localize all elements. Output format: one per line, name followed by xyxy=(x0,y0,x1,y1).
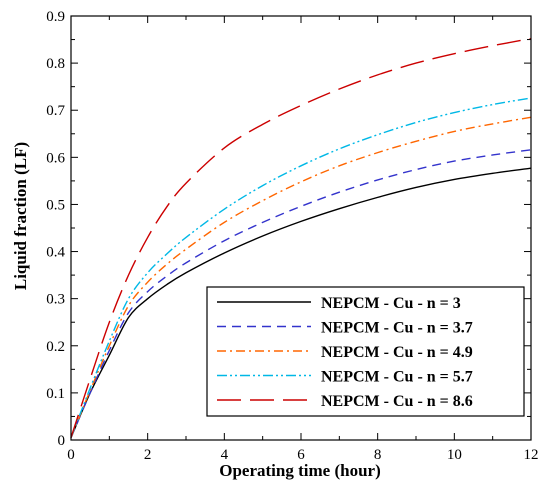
x-axis-title: Operating time (hour) xyxy=(219,461,380,480)
legend-label-4: NEPCM - Cu - n = 5.7 xyxy=(321,369,473,386)
y-tick-label: 0.1 xyxy=(46,386,65,402)
x-tick-label: 12 xyxy=(524,447,539,463)
x-tick-label: 6 xyxy=(297,447,305,463)
y-axis-title: Liquid fraction (LF) xyxy=(11,142,30,290)
legend-label-5: NEPCM - Cu - n = 8.6 xyxy=(321,393,473,410)
series-line-4 xyxy=(70,97,532,438)
y-tick-label: 0.3 xyxy=(46,292,65,308)
plot-layer xyxy=(70,37,532,438)
x-tick-label: 4 xyxy=(221,447,229,463)
y-tick-label: 0.2 xyxy=(46,339,65,355)
series-line-3 xyxy=(70,116,532,438)
y-tick-label: 0.7 xyxy=(46,103,65,119)
y-tick-label: 0.9 xyxy=(46,9,65,25)
legend-label-2: NEPCM - Cu - n = 3.7 xyxy=(321,320,473,337)
legend-label-1: NEPCM - Cu - n = 3 xyxy=(321,295,461,312)
legend-label-3: NEPCM - Cu - n = 4.9 xyxy=(321,344,473,361)
series-line-5 xyxy=(70,37,532,438)
y-tick-label: 0.5 xyxy=(46,197,65,213)
series-line-2 xyxy=(70,149,532,438)
x-tick-label: 10 xyxy=(447,447,462,463)
legend: NEPCM - Cu - n = 3 NEPCM - Cu - n = 3.7 NE… xyxy=(206,286,525,417)
series-line-1 xyxy=(70,167,532,438)
axes-layer: 0 2 4 6 8 10 12 0 0.1 0.2 0.3 0.4 0.5 0.6 0.7 0.8 0.9 xyxy=(46,9,538,463)
x-tick-label: 2 xyxy=(144,447,152,463)
y-tick-label: 0.6 xyxy=(46,150,65,166)
x-tick-label: 8 xyxy=(374,447,382,463)
y-tick-label: 0 xyxy=(58,433,66,449)
x-tick-label: 0 xyxy=(67,447,75,463)
y-tick-label: 0.4 xyxy=(46,245,65,261)
y-tick-label: 0.8 xyxy=(46,56,65,72)
